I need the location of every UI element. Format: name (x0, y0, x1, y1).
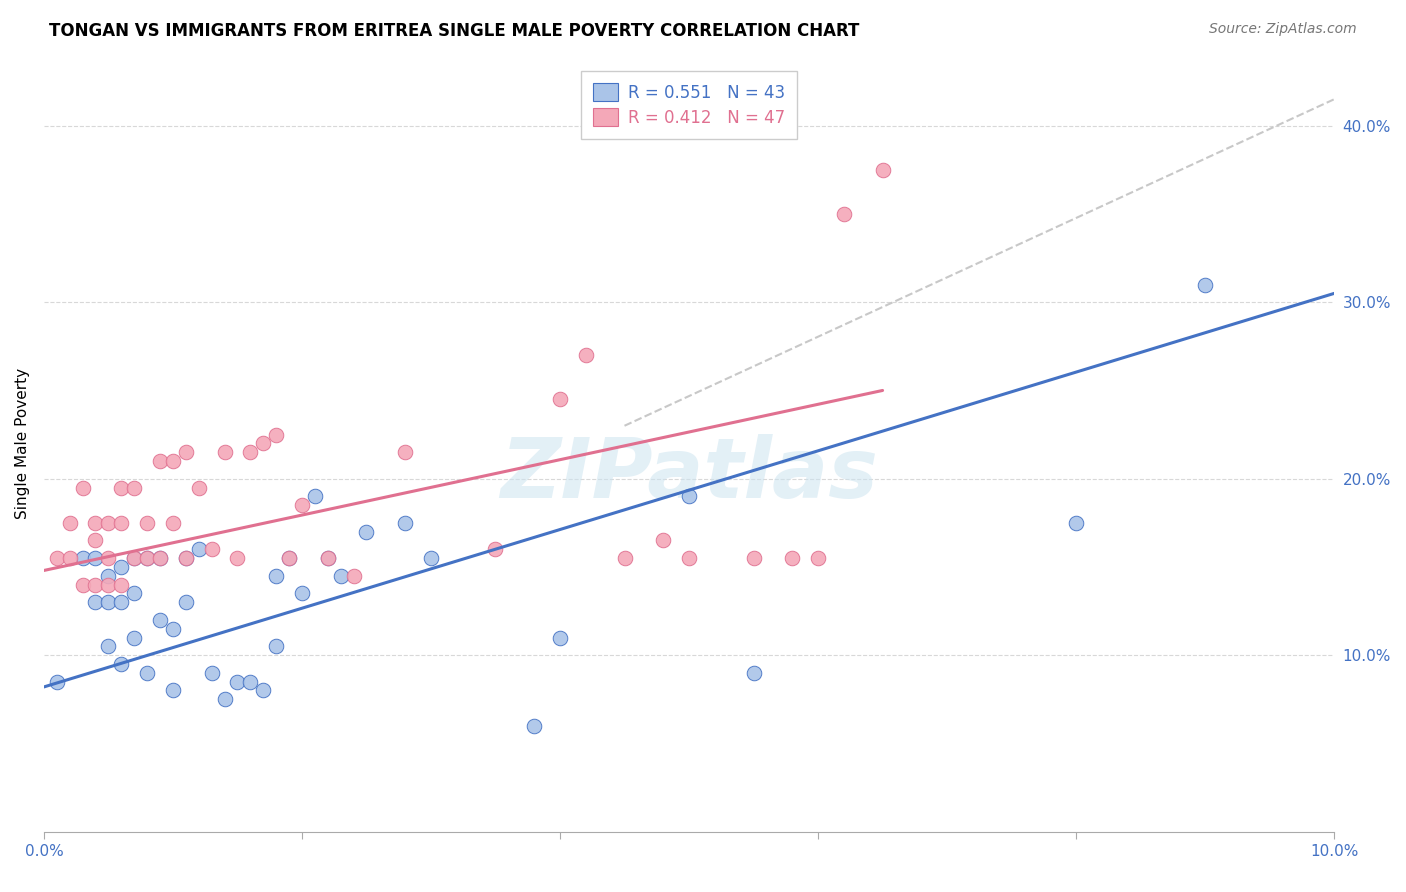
Point (291, 498, 314, 512)
Point (613, 551, 636, 566)
Point (174, 551, 197, 566)
Point (136, 551, 159, 566)
Point (59, 516, 82, 530)
Point (264, 427, 287, 442)
Point (174, 595, 197, 609)
Point (214, 692, 236, 706)
Point (122, 551, 145, 566)
Point (97, 577, 120, 591)
Text: Source: ZipAtlas.com: Source: ZipAtlas.com (1209, 22, 1357, 37)
Legend: R = 0.551   N = 43, R = 0.412   N = 47: R = 0.551 N = 43, R = 0.412 N = 47 (581, 71, 797, 138)
Point (110, 657, 132, 671)
Point (72, 551, 94, 566)
Point (678, 551, 700, 566)
Point (149, 613, 172, 627)
Point (187, 481, 209, 495)
Point (394, 516, 416, 530)
Point (652, 533, 675, 548)
Point (136, 516, 159, 530)
Point (201, 665, 224, 680)
Point (226, 674, 249, 689)
Point (45, 551, 67, 566)
Point (97, 640, 120, 654)
Point (548, 631, 571, 645)
Point (394, 445, 416, 459)
Point (523, 719, 546, 733)
Point (226, 551, 249, 566)
Point (742, 665, 765, 680)
Text: TONGAN VS IMMIGRANTS FROM ERITREA SINGLE MALE POVERTY CORRELATION CHART: TONGAN VS IMMIGRANTS FROM ERITREA SINGLE… (49, 22, 859, 40)
Point (122, 551, 145, 566)
Point (342, 568, 364, 582)
Point (252, 683, 274, 698)
Point (97, 551, 120, 566)
Point (278, 551, 301, 566)
Point (872, 162, 894, 177)
Point (45, 674, 67, 689)
Point (1064, 516, 1087, 530)
Point (122, 481, 145, 495)
Point (356, 524, 378, 539)
Point (187, 542, 209, 557)
Point (278, 551, 301, 566)
Point (291, 586, 314, 600)
Point (239, 445, 262, 459)
Point (72, 577, 94, 591)
Point (316, 551, 339, 566)
Point (1194, 277, 1216, 292)
Point (84, 577, 107, 591)
Point (329, 568, 352, 582)
Point (97, 595, 120, 609)
Point (84, 533, 107, 548)
Point (110, 481, 132, 495)
Point (110, 516, 132, 530)
Point (575, 348, 598, 362)
Point (201, 542, 224, 557)
Point (252, 436, 274, 450)
Point (84, 516, 107, 530)
Point (214, 445, 236, 459)
Point (136, 665, 159, 680)
Point (239, 674, 262, 689)
Point (122, 631, 145, 645)
Point (72, 481, 94, 495)
Point (59, 551, 82, 566)
Point (420, 551, 443, 566)
Point (84, 595, 107, 609)
Point (484, 542, 506, 557)
Point (149, 551, 172, 566)
Y-axis label: Single Male Poverty: Single Male Poverty (15, 368, 30, 519)
Point (97, 516, 120, 530)
Point (97, 568, 120, 582)
Point (807, 551, 830, 566)
Text: ZIPatlas: ZIPatlas (501, 434, 877, 515)
Point (162, 683, 184, 698)
Point (149, 454, 172, 468)
Point (742, 551, 765, 566)
Point (110, 560, 132, 574)
Point (316, 551, 339, 566)
Point (149, 551, 172, 566)
Point (162, 454, 184, 468)
Point (264, 640, 287, 654)
Point (832, 207, 855, 221)
Point (110, 577, 132, 591)
Point (678, 489, 700, 503)
Point (122, 586, 145, 600)
Point (780, 551, 803, 566)
Point (84, 551, 107, 566)
Point (136, 551, 159, 566)
Point (174, 551, 197, 566)
Point (162, 516, 184, 530)
Point (548, 392, 571, 407)
Point (174, 445, 197, 459)
Point (264, 568, 287, 582)
Point (162, 622, 184, 636)
Point (304, 489, 326, 503)
Point (110, 595, 132, 609)
